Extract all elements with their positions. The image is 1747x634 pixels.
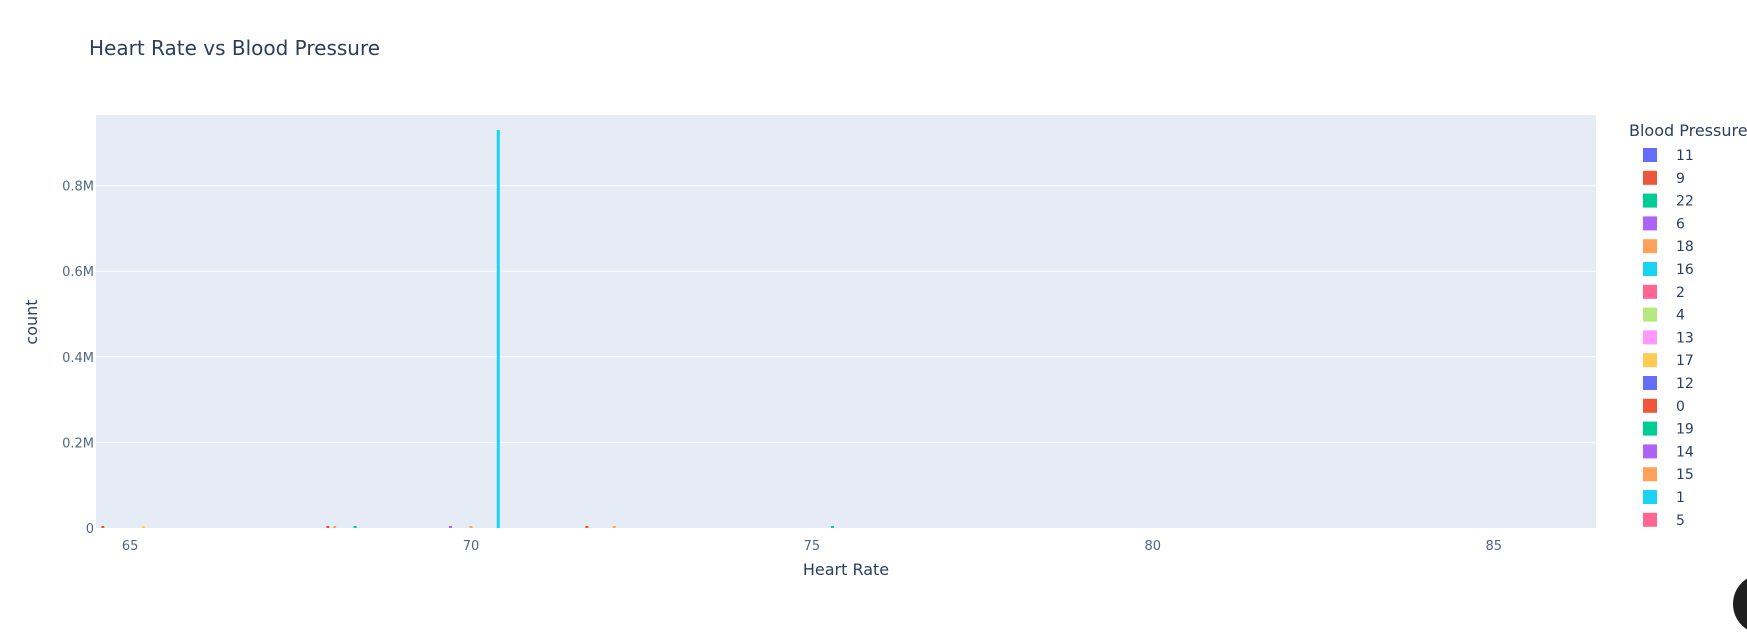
plot-area xyxy=(96,115,1596,528)
legend-label: 13 xyxy=(1676,330,1694,346)
legend-item[interactable]: 9 xyxy=(1643,170,1685,187)
legend-swatch xyxy=(1643,444,1657,459)
legend-item[interactable]: 22 xyxy=(1643,193,1694,210)
legend-swatch xyxy=(1643,239,1657,254)
histogram-bar xyxy=(612,526,616,528)
chart: Heart Rate vs Blood Pressure 0 0.2M 0.4M 0.… xyxy=(22,36,1747,579)
histogram-bar xyxy=(469,526,473,528)
legend-label: 5 xyxy=(1676,513,1685,529)
legend-swatch xyxy=(1643,398,1657,413)
legend-item[interactable]: 1 xyxy=(1643,490,1685,506)
legend-swatch xyxy=(1643,216,1657,231)
y-tick-label: 0.6M xyxy=(62,265,94,280)
legend-swatch xyxy=(1643,148,1657,162)
legend-swatch xyxy=(1643,193,1657,208)
legend-label: 22 xyxy=(1676,194,1694,210)
x-tick-label: 85 xyxy=(1485,539,1502,554)
legend-swatch xyxy=(1643,262,1657,276)
gridlines xyxy=(96,185,1596,443)
histogram-bar xyxy=(142,526,146,528)
legend-label: 12 xyxy=(1676,376,1694,392)
histogram-bar xyxy=(496,129,500,528)
x-axis-title: Heart Rate xyxy=(803,560,889,579)
legend-label: 14 xyxy=(1676,444,1694,460)
legend-swatch xyxy=(1643,490,1657,504)
y-tick-label: 0 xyxy=(86,522,94,537)
legend-label: 18 xyxy=(1676,239,1694,255)
x-axis-ticks: 65 70 75 80 85 xyxy=(122,539,1502,554)
legend-item[interactable]: 13 xyxy=(1643,330,1694,346)
legend-swatch xyxy=(1643,512,1657,527)
legend-item[interactable]: 19 xyxy=(1643,421,1694,438)
legend-label: 6 xyxy=(1676,216,1685,232)
legend-label: 2 xyxy=(1676,285,1685,301)
legend-swatch xyxy=(1643,307,1657,322)
y-tick-label: 0.8M xyxy=(62,180,94,195)
y-axis-title: count xyxy=(22,299,41,344)
histogram-bar xyxy=(101,526,105,528)
bars xyxy=(101,129,834,528)
y-axis-ticks: 0 0.2M 0.4M 0.6M 0.8M xyxy=(62,180,94,537)
legend-item[interactable]: 11 xyxy=(1643,148,1694,164)
legend-swatch xyxy=(1643,421,1657,436)
histogram-bar xyxy=(585,526,589,528)
legend-label: 4 xyxy=(1676,308,1685,324)
histogram-bar xyxy=(353,526,357,528)
legend-item[interactable]: 4 xyxy=(1643,307,1685,324)
legend-label: 16 xyxy=(1676,262,1694,278)
legend-item[interactable]: 2 xyxy=(1643,284,1685,301)
legend-label: 0 xyxy=(1676,399,1685,415)
histogram-bar xyxy=(449,526,453,528)
legend-title: Blood Pressure xyxy=(1629,121,1747,140)
legend-swatch xyxy=(1643,170,1657,185)
histogram-bar xyxy=(333,526,337,528)
x-tick-label: 70 xyxy=(463,539,480,554)
legend-label: 19 xyxy=(1676,422,1694,438)
legend-swatch xyxy=(1643,330,1657,345)
legend-swatch xyxy=(1643,284,1657,299)
legend-item[interactable]: 17 xyxy=(1643,353,1694,369)
legend-item[interactable]: 14 xyxy=(1643,444,1694,460)
legend-item[interactable]: 5 xyxy=(1643,512,1685,529)
legend-item[interactable]: 16 xyxy=(1643,262,1694,278)
legend-item[interactable]: 6 xyxy=(1643,216,1685,232)
legend-label: 15 xyxy=(1676,467,1694,483)
histogram-bar xyxy=(830,526,834,528)
legend-swatch xyxy=(1643,376,1657,390)
histogram-bar xyxy=(326,526,330,528)
x-tick-label: 80 xyxy=(1145,539,1162,554)
legend-swatch xyxy=(1643,353,1657,368)
legend-label: 17 xyxy=(1676,353,1694,369)
legend-item[interactable]: 18 xyxy=(1643,239,1694,255)
y-tick-label: 0.4M xyxy=(62,351,94,366)
legend-item[interactable]: 12 xyxy=(1643,376,1694,392)
legend-item[interactable]: 15 xyxy=(1643,467,1694,483)
legend-label: 9 xyxy=(1676,171,1685,187)
x-tick-label: 65 xyxy=(122,539,139,554)
legend-label: 1 xyxy=(1676,490,1685,506)
y-tick-label: 0.2M xyxy=(62,436,94,451)
x-tick-label: 75 xyxy=(804,539,821,554)
floating-action-button[interactable] xyxy=(1733,574,1747,634)
legend-label: 11 xyxy=(1676,148,1694,164)
chart-title: Heart Rate vs Blood Pressure xyxy=(89,36,380,60)
legend-swatch xyxy=(1643,467,1657,482)
legend: Blood Pressure 1192261816241317120191415… xyxy=(1629,121,1747,529)
legend-item[interactable]: 0 xyxy=(1643,398,1685,415)
